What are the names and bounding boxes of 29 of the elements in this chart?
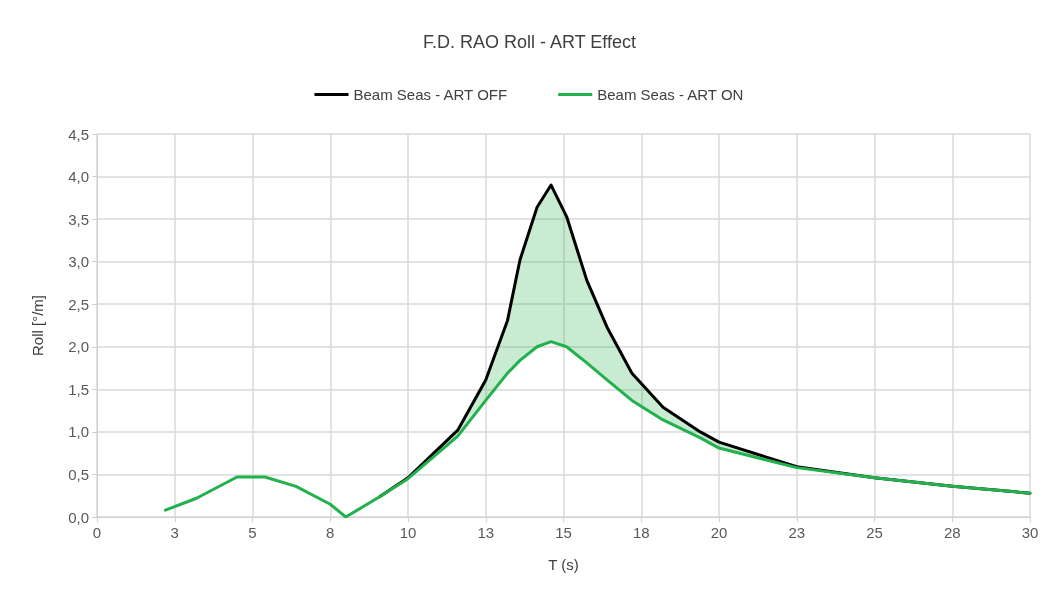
- x-tick-label: 3: [170, 524, 179, 541]
- y-tick-label: 0,0: [68, 508, 89, 526]
- chart-title: F.D. RAO Roll - ART Effect: [422, 32, 637, 52]
- y-tick-label: 3,5: [68, 210, 89, 228]
- legend-label: Beam Seas - ART OFF: [353, 86, 508, 103]
- x-tick-label: 28: [943, 524, 961, 541]
- y-tick-label: 1,0: [68, 423, 89, 441]
- x-tick-label: 8: [326, 524, 335, 541]
- x-tick-label: 20: [710, 524, 728, 541]
- x-axis-title: T (s): [548, 556, 579, 573]
- x-tick-label: 5: [248, 524, 257, 541]
- y-axis-title: Roll [°/m]: [29, 294, 46, 357]
- y-tick-label: 2,0: [68, 338, 89, 356]
- x-tick-label: 13: [477, 524, 495, 541]
- legend-label: Beam Seas - ART ON: [597, 86, 744, 103]
- y-tick-label: 2,5: [68, 295, 89, 313]
- y-tick-label: 4,5: [68, 125, 89, 143]
- x-tick-label: 18: [632, 524, 650, 541]
- x-tick-label: 0: [92, 524, 102, 541]
- x-tick-label: 25: [866, 524, 883, 541]
- line-series: [163, 340, 1032, 519]
- y-tick-label: 3,0: [68, 253, 89, 271]
- x-tick-label: 23: [788, 524, 806, 541]
- x-tick-label: 15: [555, 524, 572, 541]
- y-tick-label: 1,5: [68, 380, 89, 398]
- y-tick-label: 4,0: [68, 168, 89, 186]
- x-tick-label: 30: [1021, 524, 1039, 541]
- y-tick-label: 0,5: [68, 465, 89, 483]
- x-tick-label: 10: [399, 524, 417, 541]
